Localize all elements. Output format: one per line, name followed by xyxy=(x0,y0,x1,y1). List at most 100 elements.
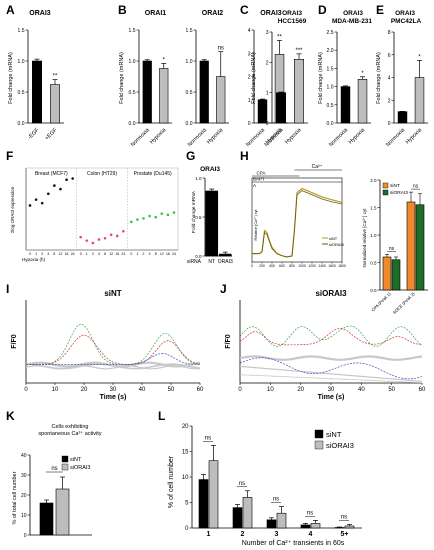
y-tick-label: 1.5 xyxy=(18,28,25,34)
bar xyxy=(242,497,253,529)
bapta-label: BAPT xyxy=(253,177,265,182)
x-tick-label: 2 xyxy=(92,252,94,256)
category-label: Hypoxia xyxy=(284,127,303,146)
x-tick-label: 24 xyxy=(172,252,176,256)
bar xyxy=(276,512,287,529)
y-axis-label: Fold change (mRNA) xyxy=(119,52,125,104)
y-tick-label: 2 xyxy=(248,75,251,81)
category-label: Hypoxia xyxy=(348,127,367,146)
cell-trace xyxy=(239,327,423,346)
data-point xyxy=(154,215,158,219)
legend-swatch xyxy=(382,182,389,189)
y-axis-label: F/F0 xyxy=(225,334,232,348)
x-tick-label: 1 xyxy=(207,531,211,538)
significance-label: ** xyxy=(53,74,58,80)
cell-trace xyxy=(239,355,423,361)
x-tick-label: 30 xyxy=(110,387,117,393)
y-tick-label: 0.0 xyxy=(129,121,136,127)
y-axis-label: F/F0 xyxy=(11,334,18,348)
data-point xyxy=(103,236,107,240)
data-point xyxy=(34,198,38,201)
y-tick-label: 1 xyxy=(248,98,251,104)
bar xyxy=(397,111,408,124)
data-point xyxy=(53,184,56,187)
panel-letter-h: H xyxy=(240,149,249,163)
x-tick-label: 60 xyxy=(197,387,204,393)
bar xyxy=(294,58,304,124)
data-point xyxy=(160,212,164,215)
y-axis-label: Relative [Ca²⁺] cyt xyxy=(254,209,258,241)
category-label: Hypoxia xyxy=(149,127,168,146)
plot-frame xyxy=(251,177,343,263)
panel-letter-b: B xyxy=(118,3,127,17)
data-point xyxy=(148,214,151,218)
y-tick-label: 40 xyxy=(21,453,27,459)
legend-label: siORAI3 xyxy=(70,465,90,471)
y-tick-label: 0.0 xyxy=(18,121,25,127)
chart-title: ORAI1 xyxy=(145,10,167,17)
bar xyxy=(266,519,277,529)
y-tick-label: 0 xyxy=(248,121,251,127)
panel-letter-c: C xyxy=(240,3,249,17)
bar xyxy=(415,204,425,291)
bar xyxy=(55,488,70,536)
category-label: Normoxia xyxy=(385,127,407,149)
y-tick-label: 1.0 xyxy=(195,176,202,181)
bar xyxy=(340,86,351,124)
chart-title: ORAI3 xyxy=(200,166,220,173)
bar xyxy=(216,76,226,124)
category-label: Normoxia xyxy=(187,127,209,149)
plot-frame xyxy=(25,167,179,251)
legend-label: siNT xyxy=(326,430,342,439)
x-tick-label: 12 xyxy=(59,252,63,256)
bar xyxy=(257,99,268,124)
y-axis-label: Normalized relative [Ca²⁺] cyt xyxy=(362,208,367,268)
x-tick-label: 1 xyxy=(35,252,37,256)
panel-letter-f: F xyxy=(6,149,13,163)
data-point xyxy=(136,218,139,221)
legend-swatch xyxy=(382,189,389,196)
panel-letter-g: G xyxy=(186,149,195,163)
chart-title-line: ORAI3 xyxy=(395,10,415,17)
y-tick-label: 10 xyxy=(21,513,27,519)
legend-label: siORAI3 xyxy=(329,242,345,247)
data-point xyxy=(91,241,95,245)
bar xyxy=(414,77,425,124)
category-label: ORAI3 xyxy=(218,259,233,265)
significance-label: * xyxy=(361,71,364,77)
x-tick-label: 2 xyxy=(41,252,43,256)
cell-trace xyxy=(25,365,201,370)
x-tick-label: 10 xyxy=(52,387,59,393)
y-tick-label: 6 xyxy=(388,53,391,59)
data-point xyxy=(142,217,145,220)
x-tick-label: 24 xyxy=(121,252,125,256)
x-tick-label: 600 xyxy=(279,264,285,268)
x-tick-label: 1200 xyxy=(308,264,316,268)
significance-label: * xyxy=(418,54,421,60)
cell-trace xyxy=(26,323,201,365)
x-tick-label: 0 xyxy=(251,264,253,268)
data-point xyxy=(109,233,113,237)
bar xyxy=(382,256,392,291)
significance-label: ns xyxy=(273,497,279,503)
x-tick-label: 1600 xyxy=(328,264,336,268)
bar xyxy=(50,84,60,124)
x-tick-label: 0 xyxy=(80,252,82,256)
y-axis-label: Fold change (mRNA) xyxy=(318,52,324,104)
y-tick-label: 0.5 xyxy=(18,90,25,96)
y-tick-label: 1.0 xyxy=(186,59,193,65)
chart-subtitle-line: HCC1569 xyxy=(278,18,307,25)
legend-swatch xyxy=(61,455,69,463)
ca-label: Ca²⁺ xyxy=(312,164,323,170)
x-tick-label: 24 xyxy=(71,252,75,256)
y-tick-label: 0.5 xyxy=(370,261,377,266)
y-tick-label: 5 xyxy=(185,501,189,507)
y-axis-label: Fold change mRNA xyxy=(191,190,197,233)
x-tick-label: 4 xyxy=(309,531,313,538)
x-tick-label: 1800 xyxy=(338,264,346,268)
y-tick-label: 15 xyxy=(182,450,189,456)
x-tick-label: 16 xyxy=(166,252,170,256)
y-tick-label: 0.0 xyxy=(370,288,377,293)
legend-swatch xyxy=(314,429,324,439)
significance-label: ns xyxy=(389,246,395,252)
